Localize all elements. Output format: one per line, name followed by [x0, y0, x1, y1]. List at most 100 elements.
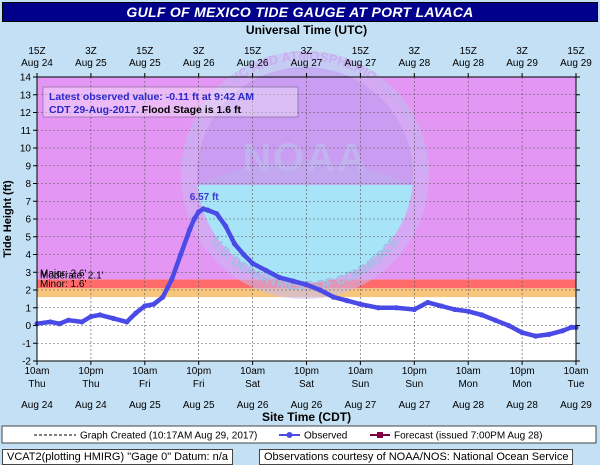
info-flood-stage: Flood Stage is 1.6 ft	[139, 104, 242, 116]
utc-date-label: Aug 25	[75, 58, 107, 69]
local-date-label: Aug 26	[291, 400, 323, 411]
x-axis-label: Site Time (CDT)	[262, 410, 351, 424]
observed-point	[110, 315, 116, 321]
observed-point	[196, 209, 202, 215]
utc-date-label: Aug 29	[506, 58, 538, 69]
top-axis-label: Universal Time (UTC)	[246, 23, 367, 37]
local-date-label: Aug 28	[506, 400, 538, 411]
y-tick-label: 4	[25, 250, 31, 261]
local-day-label: Mon	[512, 379, 531, 390]
watermark-noaa-text: NOAA	[242, 136, 368, 180]
info-box	[42, 86, 299, 118]
local-time-label: 10pm	[510, 366, 535, 377]
observed-point	[151, 301, 157, 307]
y-tick-label: 0	[25, 321, 31, 332]
observed-point	[506, 322, 512, 329]
utc-tick-label: 3Z	[408, 46, 420, 57]
local-date-label: Aug 29	[560, 400, 592, 411]
local-day-label: Thu	[28, 379, 45, 390]
observed-point	[344, 298, 350, 304]
observed-point	[97, 312, 103, 318]
observed-point	[375, 305, 381, 311]
observed-point	[568, 324, 575, 330]
utc-date-label: Aug 26	[183, 58, 215, 69]
observed-point	[124, 319, 130, 325]
y-tick-label: 5	[25, 232, 31, 243]
observed-point	[452, 306, 458, 313]
local-date-label: Aug 28	[452, 400, 484, 411]
utc-date-label: Aug 28	[398, 58, 430, 69]
utc-tick-label: 15Z	[567, 46, 584, 57]
local-day-label: Thu	[82, 379, 99, 390]
local-day-label: Mon	[458, 379, 477, 390]
y-tick-label: 14	[20, 73, 32, 84]
legend-forecast-label: Forecast (issued 7:00PM Aug 28)	[394, 431, 542, 442]
observed-point	[425, 299, 431, 306]
utc-tick-label: 15Z	[352, 46, 369, 57]
observed-point	[241, 251, 247, 258]
utc-tick-label: 15Z	[244, 46, 261, 57]
observed-point	[191, 216, 197, 222]
observed-point	[438, 303, 444, 309]
local-date-label: Aug 25	[183, 400, 215, 411]
utc-date-label: Aug 28	[452, 58, 484, 69]
observed-point	[160, 294, 166, 300]
y-tick-label: -1	[22, 339, 31, 350]
observed-point	[290, 278, 296, 284]
utc-tick-label: 15Z	[28, 46, 45, 57]
y-tick-label: 3	[25, 268, 31, 279]
observed-point	[56, 321, 63, 327]
observed-point	[411, 306, 417, 313]
stage-label-0: Minor: 1.6'	[40, 279, 86, 290]
y-tick-label: -2	[22, 357, 31, 368]
utc-tick-label: 15Z	[136, 46, 153, 57]
stage-label-1: Moderate: 2.1'	[40, 270, 104, 281]
observed-point	[357, 301, 363, 307]
utc-tick-label: 15Z	[460, 46, 477, 57]
footer-datum: VCAT2(plotting HMIRG) "Gage 0" Datum: n/…	[2, 449, 233, 465]
watermark-wave	[197, 160, 413, 185]
local-date-label: Aug 26	[237, 400, 269, 411]
local-time-label: 10am	[132, 366, 157, 377]
legend: Graph Created (10:17AM Aug 29, 2017) Obse…	[1, 425, 597, 444]
info-line-1: Latest observed value: -0.11 ft at 9:42 …	[49, 91, 254, 103]
y-tick-label: 12	[20, 108, 32, 119]
info-line-2: CDT 29-Aug-2017. Flood Stage is 1.6 ft	[49, 104, 241, 116]
local-time-label: 10am	[240, 366, 265, 377]
observed-point	[223, 223, 229, 229]
observed-point	[546, 331, 552, 337]
utc-tick-label: 3Z	[193, 46, 205, 57]
observed-point	[479, 312, 485, 318]
observed-point	[65, 317, 72, 323]
local-time-label: 10pm	[186, 366, 211, 377]
y-tick-label: 8	[25, 179, 31, 190]
observed-point	[142, 303, 148, 309]
local-time-label: 10am	[456, 366, 481, 377]
observed-point	[532, 333, 539, 339]
series-layer: 6.57 ft	[34, 192, 579, 339]
local-day-label: Fri	[193, 379, 205, 390]
y-tick-label: 7	[25, 197, 31, 208]
utc-date-label: Aug 27	[345, 58, 377, 69]
observed-point	[169, 276, 175, 282]
observed-point	[263, 267, 269, 274]
observed-point	[393, 305, 399, 311]
local-day-label: Sat	[299, 379, 314, 390]
peak-label: 6.57 ft	[190, 192, 220, 203]
local-date-label: Aug 24	[75, 400, 107, 411]
local-day-label: Sat	[245, 379, 260, 390]
local-time-label: 10pm	[402, 366, 427, 377]
y-tick-label: 1	[25, 303, 31, 314]
observed-point	[178, 251, 184, 258]
utc-tick-label: 3Z	[85, 46, 97, 57]
info-date: CDT 29-Aug-2017.	[49, 104, 139, 116]
y-tick-label: 2	[25, 286, 31, 297]
utc-date-label: Aug 26	[237, 58, 269, 69]
footer-courtesy-text: Observations courtesy of NOAA/NOS: Natio…	[264, 451, 569, 463]
legend-forecast-marker	[377, 432, 383, 438]
observed-point	[187, 227, 193, 233]
grid-lines	[37, 77, 576, 361]
observed-point	[465, 308, 471, 314]
observed-point	[79, 319, 85, 325]
